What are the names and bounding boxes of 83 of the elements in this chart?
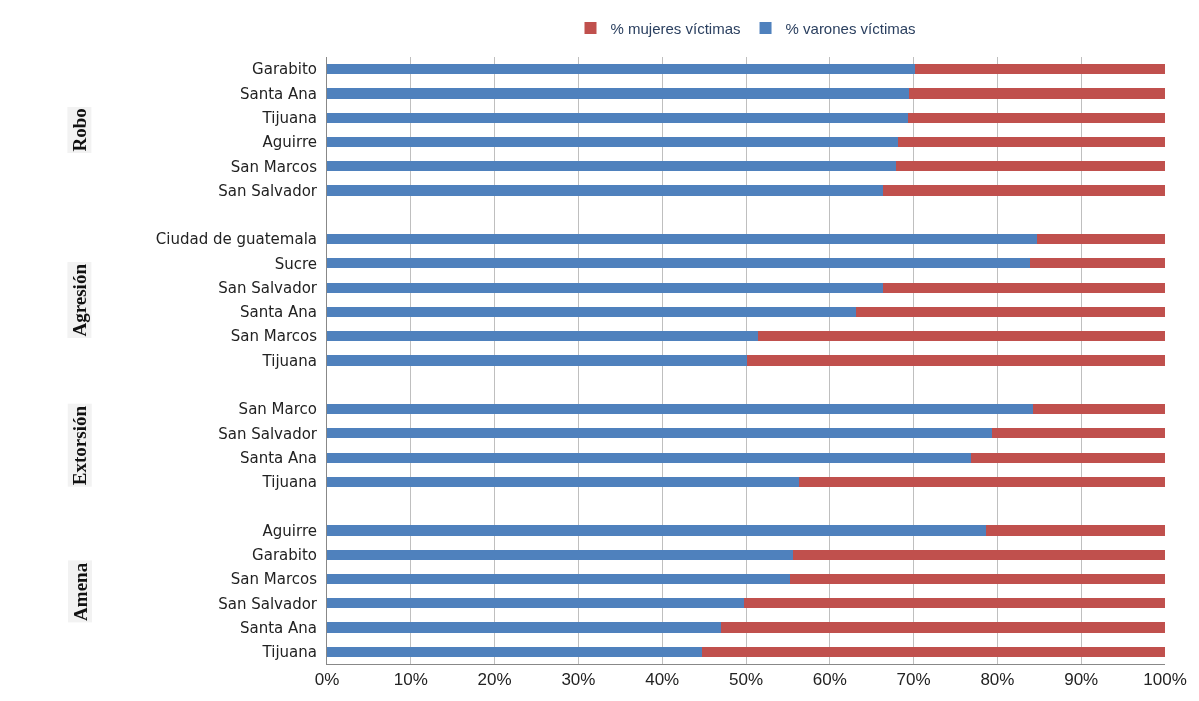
bar [327, 136, 898, 148]
bar [327, 331, 758, 342]
y-tick-label: Garabito [252, 60, 317, 79]
y-tick-label: Tijuana [261, 473, 317, 492]
x-tick-label: 0% [314, 670, 340, 690]
y-tick-label: San Marcos [230, 157, 318, 176]
y-tick-label: Tijuana [261, 643, 317, 662]
bar [882, 185, 1165, 196]
y-tick-label: San Marcos [230, 570, 318, 589]
y-tick-label: Aguirre [262, 521, 317, 540]
bar [327, 88, 910, 99]
y-tick-label: Garabito [252, 545, 317, 564]
bar [1036, 234, 1165, 245]
bar [327, 476, 799, 487]
bar [327, 598, 745, 609]
bar [1033, 403, 1165, 415]
y-tick-label: Sucre [274, 254, 317, 273]
bar [746, 355, 1165, 366]
bar [915, 64, 1165, 75]
x-tick-label: 40% [645, 670, 680, 690]
legend-label: % mujeres víctimas [610, 19, 741, 37]
bar [701, 646, 1165, 657]
legend-label: % varones víctimas [785, 19, 916, 37]
bar [909, 88, 1165, 99]
y-tick-label: Tijuana [261, 108, 317, 127]
bar [327, 355, 747, 366]
bar [327, 161, 896, 172]
y-tick-label: San Salvador [218, 424, 318, 443]
y-tick-label: Santa Ana [239, 303, 317, 322]
x-tick-label: 20% [477, 670, 512, 690]
y-tick-label: San Salvador [218, 181, 318, 200]
bar [327, 646, 702, 657]
bar [985, 525, 1165, 536]
bar [1030, 258, 1165, 269]
bar [907, 112, 1165, 123]
bar [798, 476, 1165, 487]
y-tick-label: Santa Ana [239, 84, 317, 103]
bar [327, 258, 1031, 269]
y-tick-label: San Salvador [218, 278, 318, 297]
bar [327, 525, 986, 536]
bar [896, 161, 1165, 172]
bar [855, 306, 1165, 318]
bar [882, 282, 1165, 293]
bar [327, 64, 916, 75]
bar [327, 573, 791, 585]
bar [971, 452, 1165, 463]
y-tick-label: San Marcos [230, 327, 318, 346]
y-tick-label: Aguirre [262, 133, 317, 152]
bar [327, 549, 793, 560]
x-tick-label: 80% [980, 670, 1015, 690]
x-tick-label: 10% [393, 670, 428, 690]
y-tick-label: Santa Ana [239, 618, 317, 637]
x-tick-label: 90% [1064, 670, 1099, 690]
bar [327, 306, 856, 318]
text: Agresión [68, 263, 90, 337]
y-tick-label: San Salvador [218, 594, 318, 613]
bar [897, 136, 1165, 148]
x-tick-label: 70% [896, 670, 931, 690]
text: Robo [68, 108, 90, 152]
y-tick-label: San Marco [238, 400, 317, 419]
bar [792, 549, 1165, 560]
bar [327, 112, 908, 123]
bar [327, 234, 1037, 245]
text: Amena [69, 562, 91, 621]
y-tick-label: Tijuana [261, 351, 317, 370]
bar [720, 622, 1165, 633]
y-tick-label: Ciudad de guatemala [155, 230, 317, 249]
x-tick-label: 100% [1143, 670, 1187, 690]
bar [327, 185, 883, 196]
x-tick-label: 30% [561, 670, 596, 690]
x-tick-label: 60% [812, 670, 847, 690]
bar [327, 282, 883, 293]
bar [744, 598, 1165, 609]
bar [327, 428, 993, 439]
bar [327, 403, 1034, 415]
bar [327, 622, 721, 633]
bar [757, 331, 1165, 342]
bar [790, 573, 1165, 585]
bar [992, 428, 1165, 439]
bar [327, 452, 972, 463]
y-tick-label: Santa Ana [239, 448, 317, 467]
text: Extorsión [69, 405, 91, 486]
x-tick-label: 50% [728, 670, 764, 690]
